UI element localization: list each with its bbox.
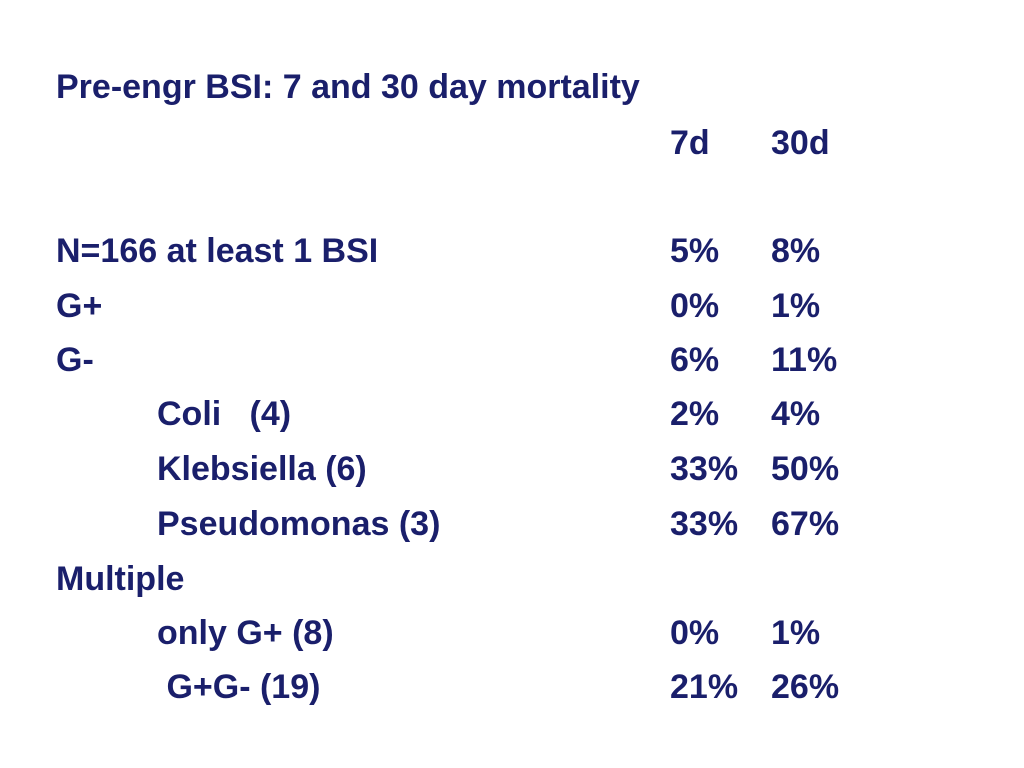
column-header-30d: 30d: [771, 124, 830, 162]
row-label: N=166 at least 1 BSI: [56, 232, 379, 270]
row-value-30d: 67%: [771, 505, 840, 543]
column-header-row: 7d 30d: [0, 126, 1024, 166]
row-value-7d: 21%: [670, 668, 739, 706]
table-row: Pseudomonas (3) 33% 67%: [0, 507, 1024, 547]
row-value-7d: 33%: [670, 505, 739, 543]
row-value-30d: 11%: [771, 341, 838, 379]
row-value-7d: 0%: [670, 287, 720, 325]
row-value-30d: 1%: [771, 614, 821, 652]
row-label: Pseudomonas (3): [157, 505, 441, 543]
table-row: Multiple: [0, 562, 1024, 602]
row-label: G+: [56, 287, 103, 325]
table-row: G+ 0% 1%: [0, 289, 1024, 329]
table-row: G+G- (19) 21% 26%: [0, 670, 1024, 710]
table-row: Klebsiella (6) 33% 50%: [0, 452, 1024, 492]
row-label: Coli (4): [157, 395, 292, 433]
row-value-30d: 4%: [771, 395, 821, 433]
table-row: only G+ (8) 0% 1%: [0, 616, 1024, 656]
row-value-7d: 2%: [670, 395, 720, 433]
row-label: G+G- (19): [157, 668, 321, 706]
row-label: G-: [56, 341, 94, 379]
row-value-7d: 5%: [670, 232, 720, 270]
row-label: only G+ (8): [157, 614, 334, 652]
row-label: Klebsiella (6): [157, 450, 367, 488]
table-row: Coli (4) 2% 4%: [0, 397, 1024, 437]
row-value-30d: 26%: [771, 668, 840, 706]
table-row: N=166 at least 1 BSI 5% 8%: [0, 234, 1024, 274]
row-label: Multiple: [56, 560, 185, 598]
row-value-30d: 50%: [771, 450, 840, 488]
column-header-7d: 7d: [670, 124, 710, 162]
row-value-7d: 0%: [670, 614, 720, 652]
row-value-7d: 33%: [670, 450, 739, 488]
row-value-30d: 1%: [771, 287, 821, 325]
slide-title: Pre-engr BSI: 7 and 30 day mortality: [56, 68, 640, 106]
row-value-7d: 6%: [670, 341, 720, 379]
table-row: G- 6% 11%: [0, 343, 1024, 383]
row-value-30d: 8%: [771, 232, 821, 270]
